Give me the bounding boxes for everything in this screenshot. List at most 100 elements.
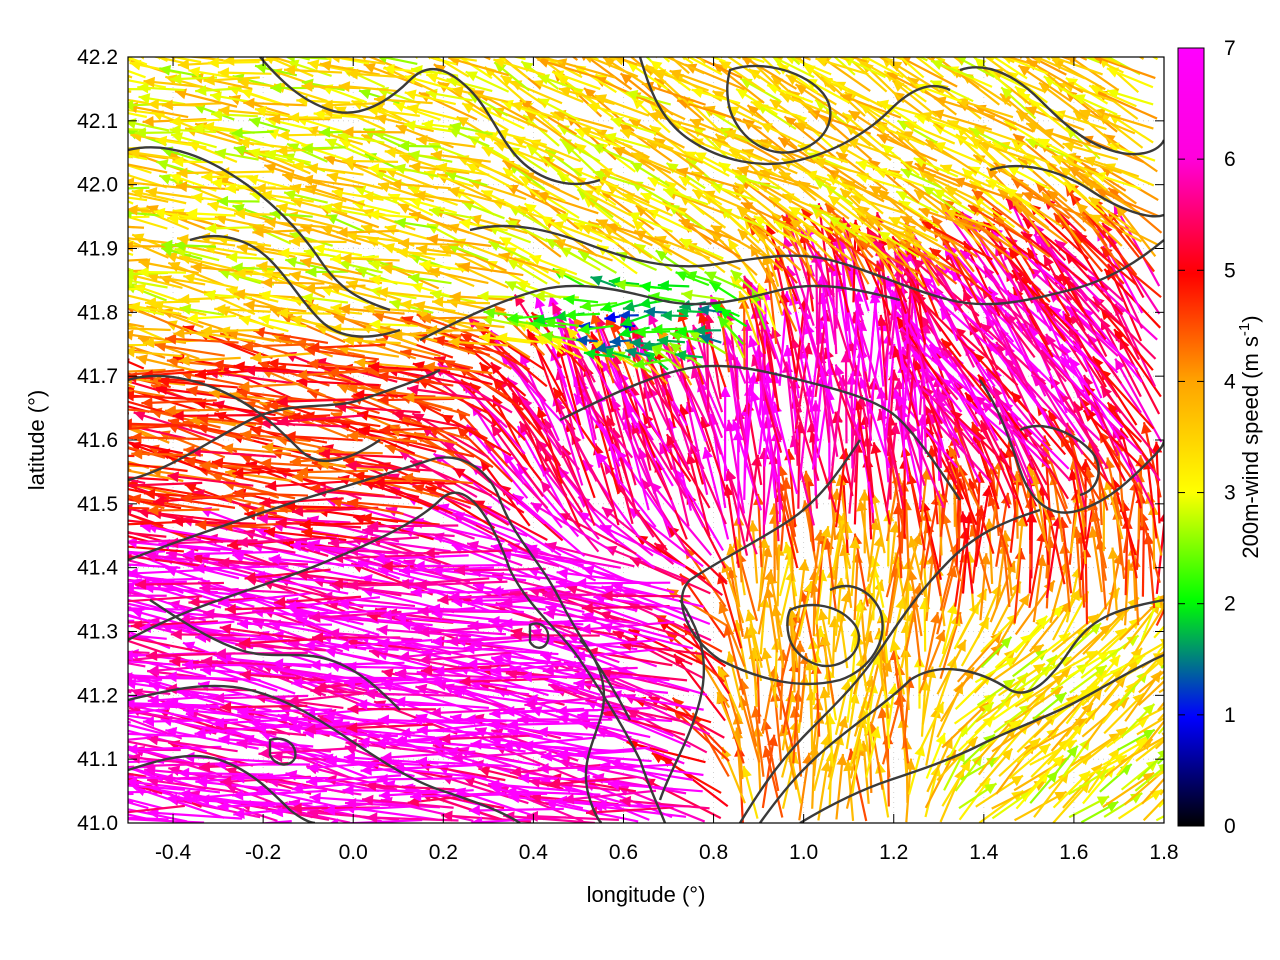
wind-vector-head bbox=[820, 526, 832, 539]
wind-vector-head bbox=[363, 302, 375, 314]
wind-vector-head bbox=[238, 381, 250, 393]
wind-vector-head bbox=[309, 611, 321, 623]
wind-vector-head bbox=[950, 270, 963, 283]
wind-vector bbox=[1072, 458, 1087, 528]
wind-vector bbox=[253, 329, 329, 345]
wind-vector-head bbox=[377, 371, 389, 383]
wind-vector bbox=[542, 666, 638, 672]
wind-vector-head bbox=[1043, 255, 1055, 268]
wind-vector bbox=[581, 605, 670, 610]
wind-vector-head bbox=[236, 738, 248, 750]
wind-vector-head bbox=[565, 584, 578, 595]
wind-vector-head bbox=[80, 532, 92, 542]
wind-vector-head bbox=[1078, 781, 1091, 794]
wind-vector-head bbox=[398, 436, 411, 448]
wind-vector-head bbox=[745, 609, 756, 622]
wind-vector bbox=[763, 430, 779, 525]
wind-vector-head bbox=[747, 520, 759, 532]
wind-vector-head bbox=[869, 292, 881, 304]
wind-vector-head bbox=[732, 713, 744, 725]
wind-vector-head bbox=[369, 318, 381, 330]
wind-vector bbox=[1098, 368, 1155, 430]
wind-vector bbox=[128, 674, 135, 678]
wind-vector-head bbox=[920, 468, 932, 480]
wind-vector-head bbox=[503, 705, 515, 717]
wind-vector bbox=[725, 484, 740, 568]
wind-vector bbox=[420, 664, 511, 672]
wind-vector-head bbox=[624, 339, 636, 351]
wind-vector-head bbox=[303, 541, 315, 553]
wind-vector-head bbox=[328, 537, 340, 549]
wind-vector-head bbox=[1076, 202, 1089, 215]
wind-vector bbox=[421, 424, 491, 484]
wind-vector-head bbox=[138, 258, 151, 270]
wind-vector bbox=[464, 718, 560, 724]
wind-vector bbox=[896, 502, 903, 579]
wind-vector-head bbox=[37, 792, 49, 803]
wind-vector-head bbox=[252, 226, 264, 238]
wind-vector-head bbox=[374, 737, 387, 749]
wind-vector bbox=[236, 536, 328, 545]
wind-vector-head bbox=[107, 417, 119, 427]
wind-vector-head bbox=[305, 266, 317, 278]
wind-vector-head bbox=[177, 234, 189, 246]
wind-vector bbox=[333, 315, 400, 333]
wind-vector-head bbox=[418, 654, 431, 666]
wind-vector-head bbox=[542, 589, 554, 601]
wind-vector bbox=[558, 759, 651, 781]
wind-vector bbox=[591, 343, 615, 427]
wind-vector-head bbox=[376, 624, 388, 636]
wind-vector bbox=[631, 422, 673, 501]
wind-vector bbox=[609, 760, 704, 777]
wind-vector-head bbox=[836, 754, 848, 766]
wind-vector-head bbox=[533, 313, 546, 325]
wind-vector-head bbox=[130, 432, 142, 444]
wind-vector bbox=[577, 763, 673, 771]
wind-vector bbox=[128, 818, 205, 823]
wind-vector bbox=[626, 708, 708, 754]
wind-vector-head bbox=[72, 475, 84, 486]
wind-vector-head bbox=[368, 361, 380, 373]
wind-vector-head bbox=[92, 412, 104, 422]
wind-vector bbox=[904, 582, 922, 651]
wind-vector-head bbox=[958, 511, 970, 523]
wind-vector bbox=[940, 338, 993, 403]
wind-vector-head bbox=[144, 297, 157, 309]
wind-vector-head bbox=[1150, 670, 1162, 684]
wind-vector bbox=[128, 780, 221, 794]
wind-vector-head bbox=[183, 548, 195, 560]
wind-vector bbox=[33, 738, 128, 747]
wind-vector bbox=[205, 703, 291, 736]
wind-vector-head bbox=[507, 259, 520, 270]
wind-vector-head bbox=[473, 581, 486, 593]
wind-vector-head bbox=[94, 390, 106, 401]
wind-vector-head bbox=[1099, 369, 1112, 381]
wind-vector bbox=[128, 723, 167, 736]
wind-vector-head bbox=[460, 333, 473, 344]
wind-vector-head bbox=[415, 756, 428, 768]
wind-vector-head bbox=[259, 497, 271, 509]
wind-vector-head bbox=[46, 511, 58, 522]
wind-vector-head bbox=[114, 594, 126, 605]
wind-vector-head bbox=[109, 728, 120, 739]
wind-vector bbox=[491, 394, 532, 468]
wind-vector bbox=[239, 673, 329, 682]
wind-vector-head bbox=[766, 572, 778, 585]
wind-vector bbox=[290, 806, 380, 810]
wind-vector-head bbox=[72, 284, 83, 295]
wind-vector-head bbox=[510, 629, 522, 641]
wind-vector-head bbox=[344, 676, 356, 688]
wind-vector bbox=[128, 483, 130, 486]
wind-vector-head bbox=[346, 722, 358, 734]
wind-vector-head bbox=[81, 219, 92, 230]
wind-vector bbox=[261, 579, 346, 613]
wind-vector-head bbox=[618, 327, 631, 338]
wind-vector-head bbox=[1018, 594, 1030, 607]
wind-vector bbox=[849, 264, 866, 359]
wind-vector bbox=[1146, 458, 1158, 539]
wind-vector-head bbox=[290, 315, 303, 326]
wind-vector bbox=[871, 240, 940, 303]
wind-vector-head bbox=[964, 551, 976, 564]
wind-vector-head bbox=[878, 609, 890, 622]
wind-vector bbox=[548, 776, 637, 786]
